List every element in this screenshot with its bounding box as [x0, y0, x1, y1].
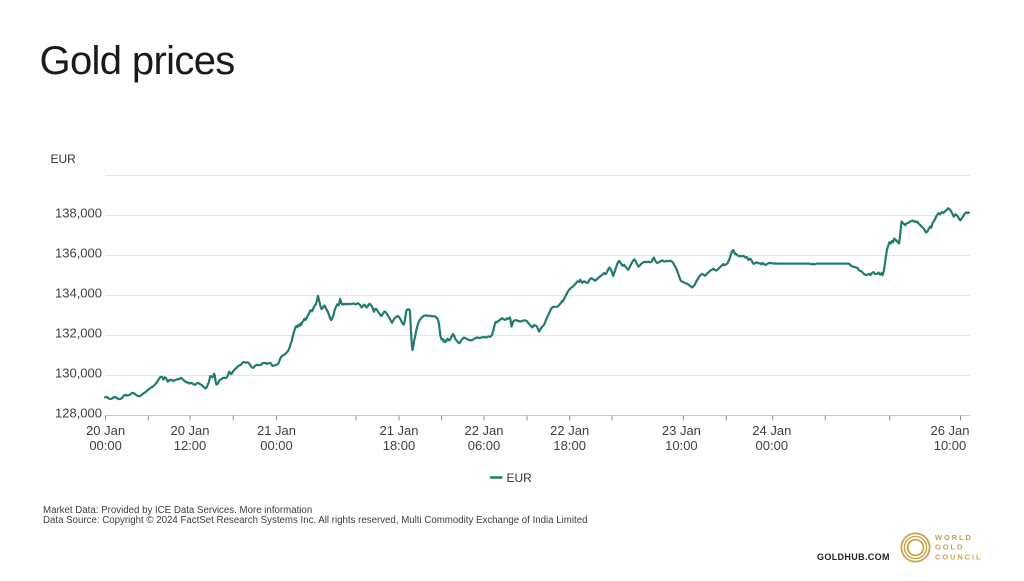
svg-text:24 Jan: 24 Jan: [752, 423, 791, 438]
svg-text:26 Jan: 26 Jan: [930, 423, 969, 438]
svg-text:00:00: 00:00: [89, 438, 122, 453]
svg-text:06:00: 06:00: [468, 438, 501, 453]
svg-text:18:00: 18:00: [383, 438, 416, 453]
svg-text:00:00: 00:00: [260, 438, 293, 453]
svg-text:10:00: 10:00: [665, 438, 698, 453]
svg-text:WORLD: WORLD: [935, 533, 973, 542]
svg-text:128,000: 128,000: [55, 406, 102, 421]
svg-text:Market Data: Provided by ICE D: Market Data: Provided by ICE Data Servic…: [43, 505, 312, 516]
svg-text:22 Jan: 22 Jan: [550, 423, 589, 438]
svg-text:20 Jan: 20 Jan: [170, 423, 209, 438]
svg-text:130,000: 130,000: [55, 366, 102, 381]
svg-text:12:00: 12:00: [174, 438, 207, 453]
svg-text:20 Jan: 20 Jan: [86, 423, 125, 438]
svg-text:18:00: 18:00: [553, 438, 586, 453]
svg-text:GOLD: GOLD: [935, 543, 964, 552]
svg-text:136,000: 136,000: [55, 246, 102, 261]
svg-text:23 Jan: 23 Jan: [662, 423, 701, 438]
svg-text:22 Jan: 22 Jan: [464, 423, 503, 438]
svg-text:21 Jan: 21 Jan: [257, 423, 296, 438]
svg-text:Data Source: Copyright © 2024: Data Source: Copyright © 2024 FactSet Re…: [43, 515, 588, 526]
svg-text:EUR: EUR: [51, 152, 77, 166]
svg-text:00:00: 00:00: [756, 438, 789, 453]
svg-text:COUNCIL: COUNCIL: [935, 552, 982, 561]
svg-text:GOLDHUB.COM: GOLDHUB.COM: [817, 552, 890, 562]
svg-text:134,000: 134,000: [55, 286, 102, 301]
svg-text:10:00: 10:00: [934, 438, 967, 453]
svg-text:21 Jan: 21 Jan: [379, 423, 418, 438]
svg-text:132,000: 132,000: [55, 326, 102, 341]
svg-text:EUR: EUR: [507, 471, 533, 485]
svg-text:Gold prices: Gold prices: [40, 39, 235, 83]
svg-text:138,000: 138,000: [55, 206, 102, 221]
